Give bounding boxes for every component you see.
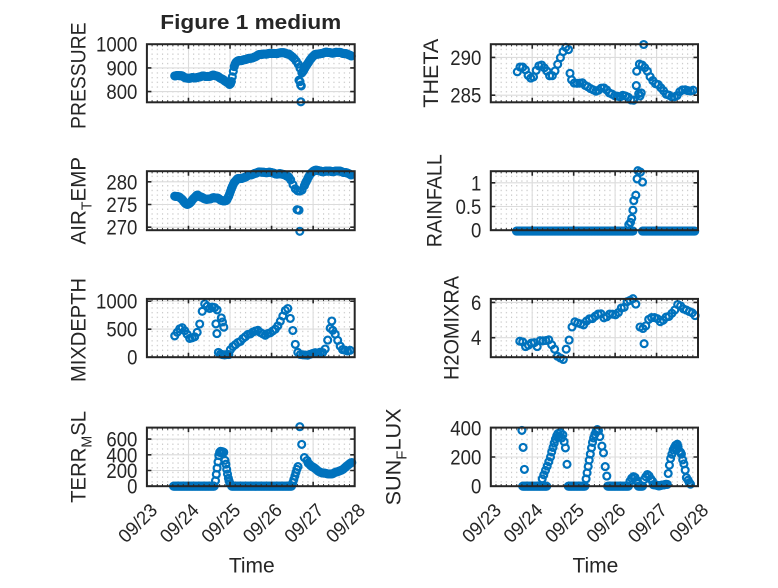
svg-text:0: 0 (127, 347, 137, 370)
svg-text:400: 400 (450, 417, 481, 440)
svg-text:PRESSURE: PRESSURE (67, 22, 91, 129)
svg-text:MIXDEPTH: MIXDEPTH (67, 278, 91, 382)
svg-text:270: 270 (106, 217, 137, 240)
svg-text:400: 400 (106, 444, 137, 467)
svg-text:290: 290 (450, 47, 481, 70)
svg-text:200: 200 (450, 447, 481, 470)
svg-text:H2OMIXRA: H2OMIXRA (440, 275, 464, 380)
svg-text:275: 275 (106, 194, 137, 217)
svg-text:Figure 1 medium: Figure 1 medium (160, 12, 341, 34)
svg-text:RAINFALL: RAINFALL (423, 154, 447, 247)
svg-text:900: 900 (106, 57, 137, 80)
svg-text:1000: 1000 (96, 34, 137, 57)
svg-text:1: 1 (471, 172, 481, 195)
svg-text:800: 800 (106, 81, 137, 104)
svg-text:4: 4 (471, 327, 482, 350)
svg-text:200: 200 (106, 460, 137, 483)
svg-text:0: 0 (471, 220, 481, 243)
svg-text:285: 285 (450, 85, 481, 108)
svg-text:600: 600 (106, 429, 137, 452)
svg-text:0: 0 (127, 476, 137, 499)
svg-text:0: 0 (471, 476, 481, 499)
svg-text:Time: Time (572, 555, 618, 578)
svg-text:0.5: 0.5 (456, 196, 482, 219)
svg-text:THETA: THETA (419, 38, 443, 108)
svg-text:6: 6 (471, 292, 481, 315)
svg-text:Time: Time (229, 555, 275, 578)
svg-text:1000: 1000 (96, 291, 137, 314)
svg-text:500: 500 (106, 319, 137, 342)
svg-text:280: 280 (106, 171, 137, 194)
